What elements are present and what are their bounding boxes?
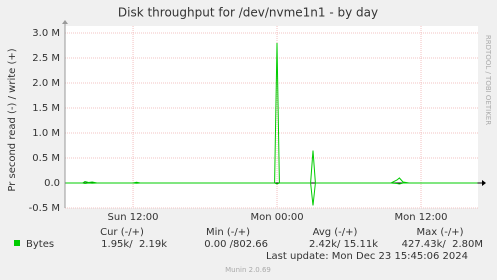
- legend-swatch: [14, 240, 20, 246]
- x-tick-label: Mon 12:00: [394, 212, 447, 223]
- y-tick-label: 1.5 M: [32, 103, 60, 114]
- axis-arrow: [482, 180, 486, 186]
- legend-header: Min (-/+): [206, 227, 250, 238]
- plot-area: [65, 26, 478, 208]
- legend-header: Avg (-/+): [313, 227, 358, 238]
- y-tick-label: 0.0: [44, 178, 60, 189]
- series-line: [65, 182, 478, 206]
- y-tick-label: 0.5 M: [32, 153, 60, 164]
- legend-label: Bytes: [26, 239, 54, 250]
- x-tick-label: Sun 12:00: [108, 212, 159, 223]
- y-tick-label: 3.0 M: [32, 28, 60, 39]
- y-axis-label: Pr second read (-) / write (+): [7, 48, 18, 191]
- y-tick-label: 2.5 M: [32, 53, 60, 64]
- legend-value: 2.42k/ 15.11k: [309, 239, 378, 250]
- legend-value: 427.43k/ 2.80M: [402, 239, 483, 250]
- footer: Munin 2.0.69: [225, 266, 271, 274]
- y-tick-label: 1.0 M: [32, 128, 60, 139]
- legend-header: Cur (-/+): [100, 227, 144, 238]
- y-tick-label: -0.5 M: [29, 203, 60, 214]
- legend-value: 0.00 /802.66: [204, 239, 268, 250]
- side-label: RRDTOOL / TOBI OETIKER: [484, 35, 492, 125]
- series-line: [65, 42, 478, 184]
- legend-value: 1.95k/ 2.19k: [101, 239, 167, 250]
- chart-title: Disk throughput for /dev/nvme1n1 - by da…: [118, 6, 378, 20]
- y-tick-label: 2.0 M: [32, 78, 60, 89]
- axis-arrow: [62, 20, 68, 24]
- legend-header: Max (-/+): [416, 227, 463, 238]
- last-update: Last update: Mon Dec 23 15:45:06 2024: [266, 251, 468, 262]
- x-tick-label: Mon 00:00: [250, 212, 303, 223]
